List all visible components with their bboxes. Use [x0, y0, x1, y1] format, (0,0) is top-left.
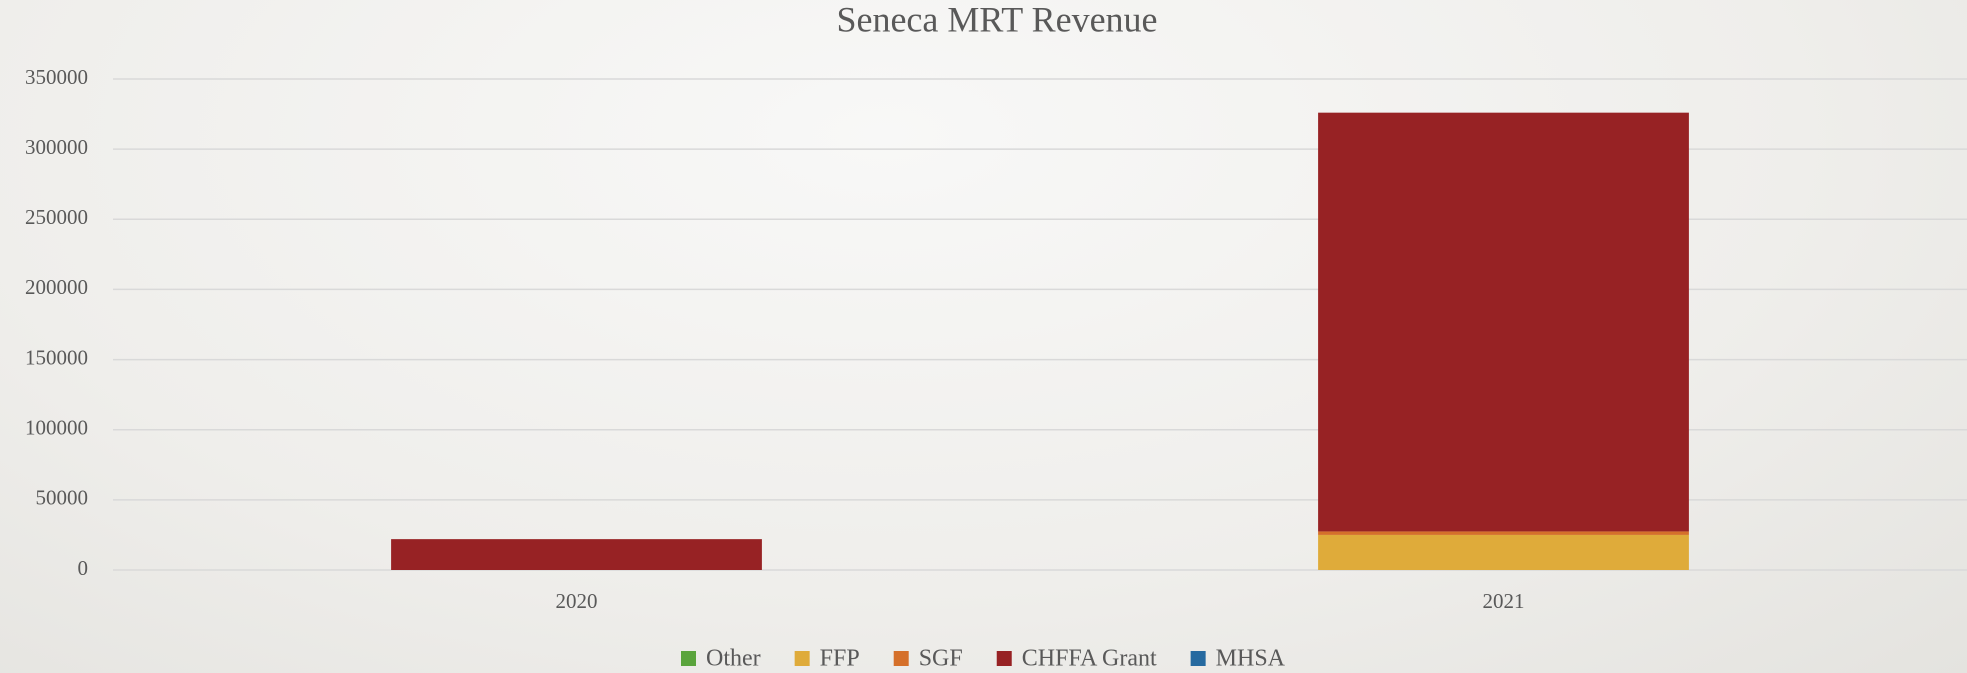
legend-marker — [1190, 651, 1206, 666]
legend-label: FFP — [820, 646, 860, 672]
y-tick-label: 0 — [78, 556, 89, 580]
x-tick-label: 2021 — [1483, 589, 1525, 613]
bar-segment — [1318, 531, 1689, 535]
chart-title: Seneca MRT Revenue — [836, 0, 1157, 39]
legend-marker — [794, 651, 810, 666]
y-tick-label: 150000 — [25, 345, 88, 369]
y-tick-label: 250000 — [25, 205, 88, 229]
legend-marker — [996, 651, 1012, 666]
y-tick-label: 100000 — [25, 416, 88, 440]
legend-label: Other — [706, 646, 761, 672]
legend-marker — [893, 651, 909, 666]
x-tick-label: 2020 — [556, 589, 598, 613]
y-tick-label: 50000 — [36, 486, 89, 510]
legend-label: CHFFA Grant — [1022, 646, 1157, 672]
bar-segment — [1318, 534, 1689, 570]
bar-segment — [391, 539, 762, 570]
y-tick-label: 200000 — [25, 275, 88, 299]
bar-segment — [1318, 112, 1689, 532]
legend-label: SGF — [919, 646, 963, 672]
y-tick-label: 300000 — [25, 135, 88, 159]
legend-marker — [681, 651, 696, 666]
legend-label: MHSA — [1216, 646, 1286, 672]
y-tick-label: 350000 — [25, 65, 88, 89]
